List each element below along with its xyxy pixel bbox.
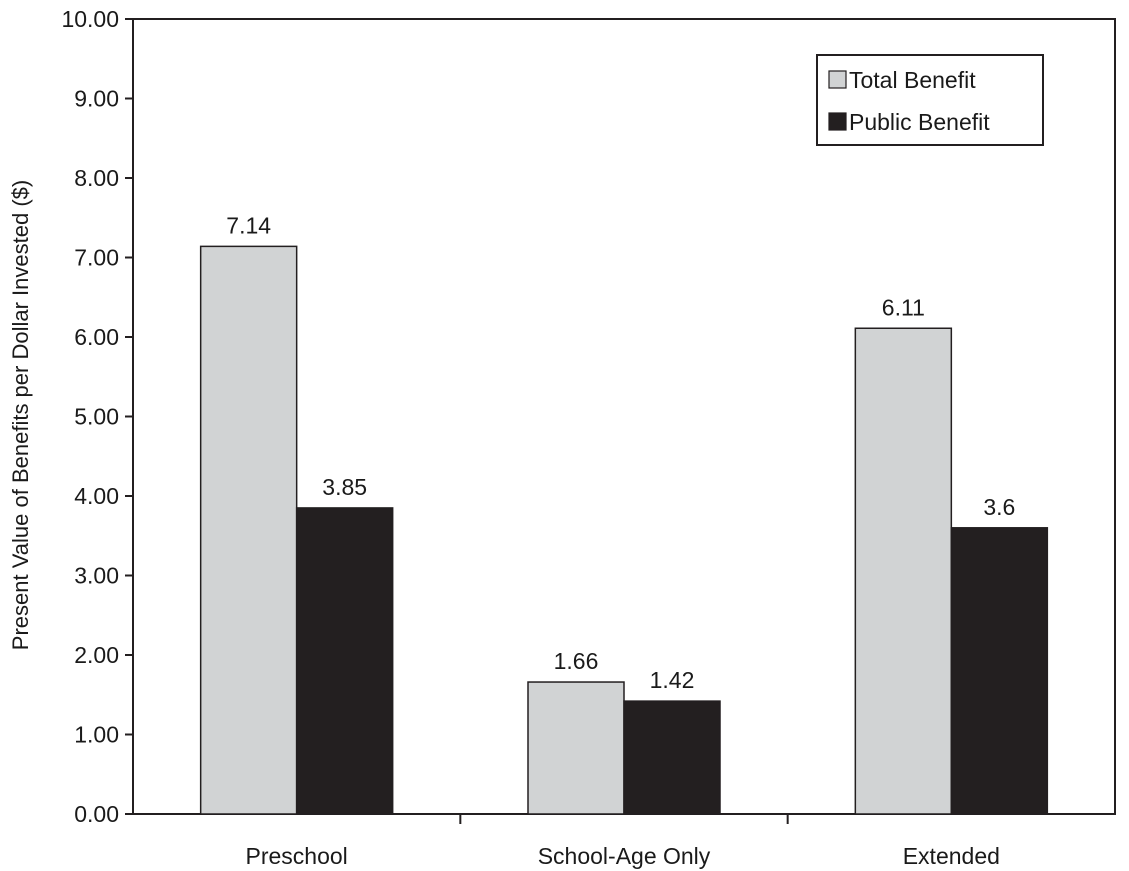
y-tick-label: 5.00 [74,404,119,430]
bar-value-label: 1.66 [554,648,599,674]
bar-value-label: 6.11 [882,294,925,320]
bar [527,681,625,815]
y-tick-label: 2.00 [74,642,119,668]
bar [199,245,298,815]
x-category-label: School-Age Only [538,843,711,869]
x-axis: Preschool School-Age Only Extended [246,814,1000,869]
y-tick-label: 6.00 [74,324,119,350]
y-axis-title: Present Value of Benefits per Dollar Inv… [8,180,33,650]
bar-value-label: 1.42 [650,667,695,693]
legend: Total Benefit Public Benefit [816,54,1044,146]
legend-label: Public Benefit [849,109,990,135]
legend-swatch [828,70,847,89]
bar [950,527,1049,815]
bar [623,700,721,815]
legend-box [816,54,1044,146]
legend-label: Total Benefit [849,67,976,93]
y-tick-label: 9.00 [74,86,119,112]
x-category-label: Preschool [246,843,348,869]
bars: 7.14 3.85 1.66 1.42 6.11 3.6 [199,212,1049,815]
y-tick-label: 0.00 [74,801,119,827]
y-tick-label: 3.00 [74,563,119,589]
bar [854,327,953,815]
bar [295,507,394,815]
y-tick-label: 7.00 [74,245,119,271]
y-axis: 0.00 1.00 2.00 3.00 4.00 5.00 6.00 7.00 8.00 9.00… [61,6,133,827]
bar-value-label: 3.6 [983,494,1015,520]
y-tick-label: 1.00 [74,722,119,748]
y-tick-label: 8.00 [74,165,119,191]
bar-value-label: 3.85 [322,474,367,500]
bar-value-label: 7.14 [226,212,271,238]
legend-swatch [828,112,847,131]
y-tick-label: 10.00 [61,6,119,32]
y-tick-label: 4.00 [74,483,119,509]
x-category-label: Extended [903,843,1000,869]
